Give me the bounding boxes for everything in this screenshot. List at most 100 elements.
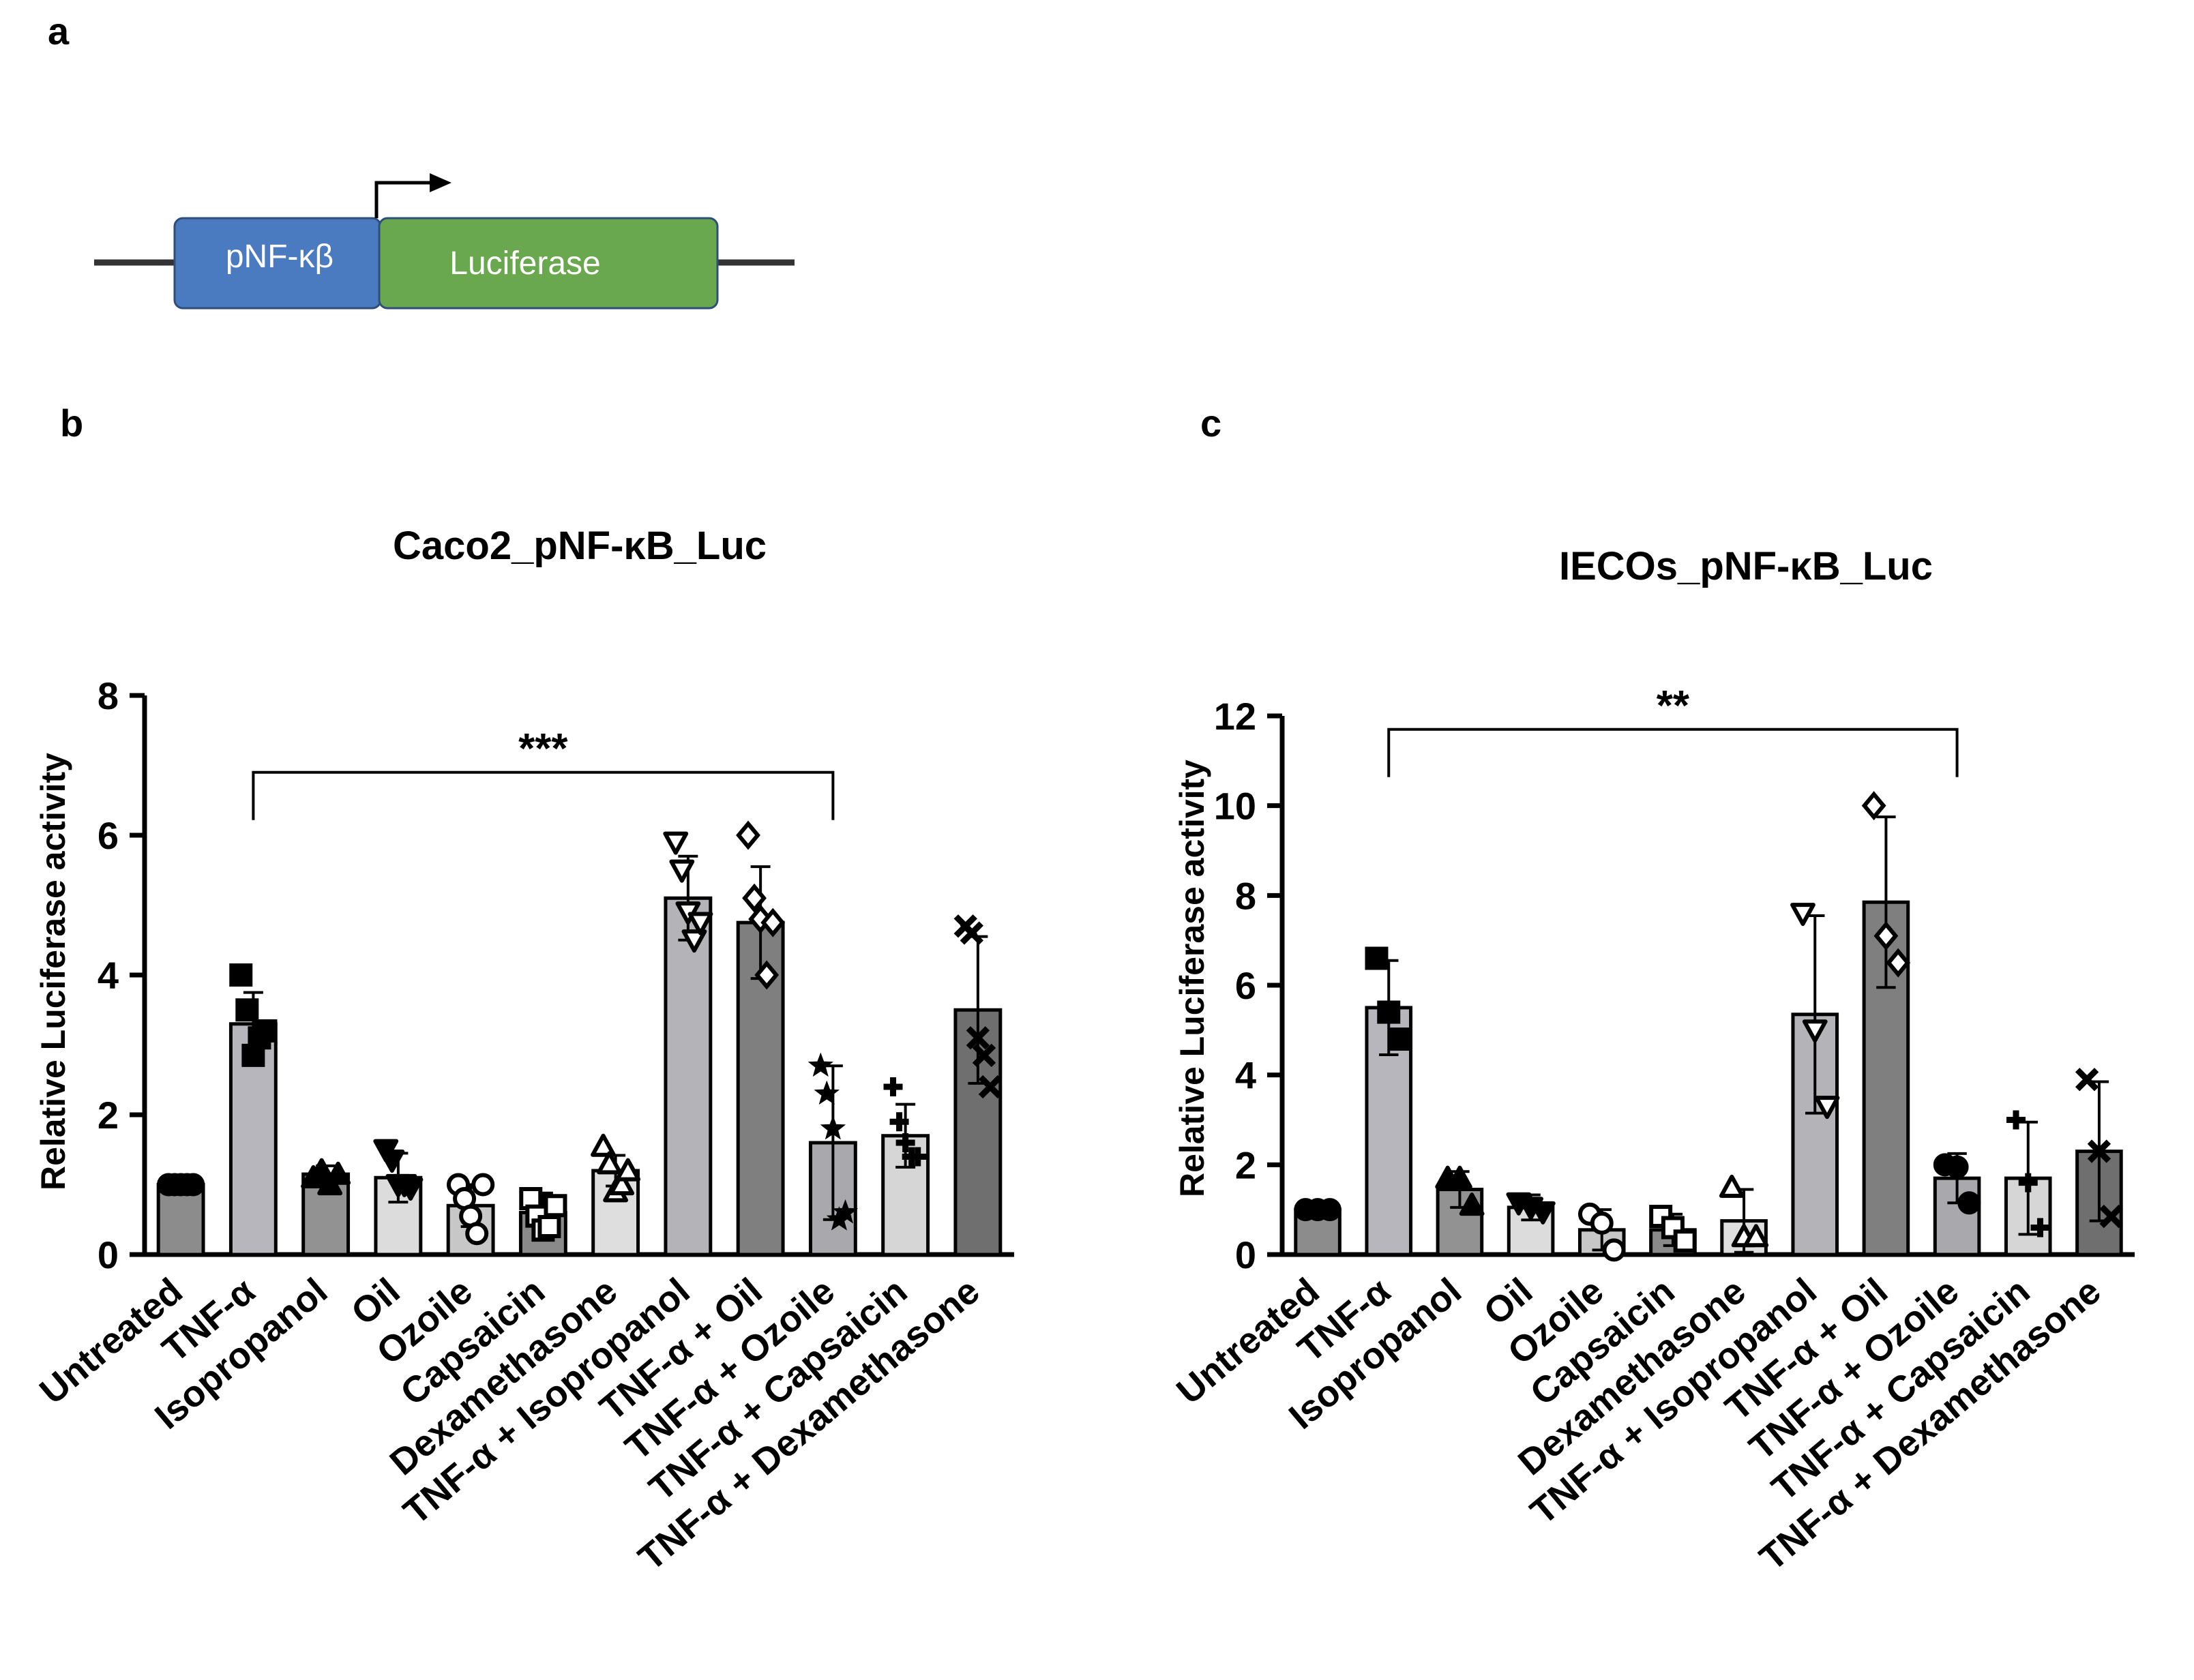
data-point [1719, 1174, 1745, 1198]
bar [591, 1169, 640, 1257]
data-point [663, 831, 689, 855]
data-point [1945, 1155, 1969, 1179]
significance-label: *** [518, 725, 568, 772]
significance-bracket [1387, 728, 1959, 777]
data-point [687, 912, 713, 935]
data-point [1447, 1165, 1472, 1189]
data-point [181, 1173, 205, 1197]
data-point [966, 1026, 990, 1050]
data-point [832, 1199, 859, 1224]
data-point [597, 1151, 622, 1175]
data-point [760, 907, 786, 937]
y-tick-label: 4 [98, 954, 119, 997]
y-tick-label: 0 [98, 1233, 119, 1276]
data-point [1661, 1216, 1685, 1240]
promoter-label: pNF-κβ [226, 239, 333, 275]
data-point [325, 1161, 351, 1185]
data-point [681, 929, 707, 953]
data-point [889, 1112, 909, 1132]
data-point [1673, 1229, 1697, 1253]
y-tick-label: 12 [1214, 695, 1256, 738]
data-point [235, 998, 259, 1022]
y-tick-label: 8 [1235, 874, 1256, 917]
significance-bracket [252, 770, 835, 820]
construct-diagram: pNF-κβ Luciferase [94, 173, 795, 310]
luciferase-gene-box [378, 217, 719, 310]
data-point [883, 1077, 903, 1096]
data-point [807, 1052, 833, 1077]
data-point [379, 1150, 405, 1173]
data-point [1873, 921, 1899, 951]
data-point [254, 1019, 278, 1042]
y-tick-label: 2 [1235, 1143, 1256, 1186]
data-point [814, 1080, 840, 1105]
y-tick-label: 8 [98, 674, 119, 717]
bar [664, 896, 713, 1257]
data-point [1886, 948, 1911, 978]
bar [228, 1022, 278, 1257]
data-point [2018, 1173, 2038, 1192]
data-point [1861, 791, 1886, 821]
data-point [544, 1194, 567, 1218]
data-point [1459, 1192, 1485, 1216]
transcription-start-arrow [374, 181, 436, 218]
data-point [669, 859, 695, 883]
data-point [978, 1075, 1003, 1099]
data-point [754, 960, 780, 990]
data-point [465, 1222, 489, 1246]
data-point [615, 1158, 641, 1182]
data-point [1743, 1224, 1769, 1248]
panel-label-c: c [1200, 402, 1221, 445]
y-tick-label: 2 [98, 1094, 119, 1137]
data-point [591, 1133, 616, 1157]
data-point [1802, 1019, 1828, 1043]
data-point [229, 963, 253, 987]
data-point [960, 921, 984, 945]
data-point [2075, 1068, 2099, 1092]
chart-title: IECOs_pNF-κB_Luc [1559, 544, 1933, 588]
data-point [972, 1043, 996, 1068]
data-point [1530, 1201, 1556, 1225]
data-point [1814, 1096, 1840, 1120]
data-point [820, 1115, 846, 1140]
data-point [398, 1178, 424, 1201]
data-point [895, 1133, 915, 1152]
y-tick-label: 0 [1235, 1233, 1256, 1276]
y-tick-label: 4 [1235, 1054, 1256, 1097]
y-axis-label: Relative Luciferase activity [34, 753, 72, 1190]
chart-iecos: IECOs_pNF-κB_Luc Relative Luciferase act… [1169, 544, 2135, 1578]
panel-label-b: b [60, 402, 83, 445]
bar [156, 1183, 205, 1257]
data-point [471, 1173, 495, 1197]
data-point [309, 1158, 334, 1182]
data-point [609, 1172, 635, 1196]
data-point [742, 883, 767, 913]
data-point [1957, 1191, 1981, 1215]
data-point [1377, 1000, 1401, 1024]
data-point [2030, 1218, 2050, 1238]
data-point [1318, 1198, 1341, 1222]
panel-label-a: a [48, 10, 70, 52]
chart-caco2: Caco2_pNF-κB_Luc Relative Luciferase act… [32, 524, 1014, 1578]
data-point [1365, 946, 1389, 970]
data-point [908, 1147, 928, 1167]
transcription-arrow-head [430, 173, 451, 192]
chart-title: Caco2_pNF-κB_Luc [393, 524, 767, 568]
data-point [1790, 903, 1815, 927]
data-point [736, 820, 760, 850]
data-point [2099, 1204, 2123, 1229]
y-tick-label: 10 [1214, 785, 1256, 828]
data-point [1602, 1238, 1626, 1262]
y-tick-label: 6 [1235, 964, 1256, 1007]
data-point [2087, 1139, 2111, 1163]
data-point [537, 1215, 561, 1238]
error-bar [1876, 815, 1896, 989]
y-tick-label: 6 [98, 814, 119, 857]
luciferase-label: Luciferase [449, 245, 600, 282]
y-axis-label: Relative Luciferase activity [1173, 760, 1211, 1197]
data-point [2006, 1110, 2026, 1130]
significance-label: ** [1657, 682, 1690, 730]
data-point [1389, 1028, 1413, 1051]
data-point [1590, 1211, 1614, 1235]
